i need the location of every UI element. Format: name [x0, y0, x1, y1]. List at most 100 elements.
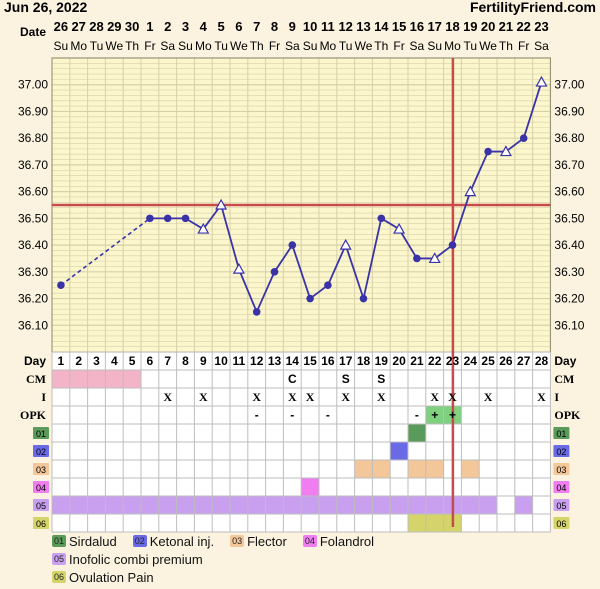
- ytick-label-left: 37.00: [18, 78, 48, 92]
- date-number: 16: [410, 19, 424, 34]
- temperature-point: [393, 222, 406, 234]
- medication-cell: [408, 514, 426, 532]
- cycle-day: 26: [499, 354, 513, 368]
- temperature-point: [339, 238, 352, 250]
- day-label-left: Day: [24, 354, 46, 368]
- row-code-right: 06: [556, 519, 566, 529]
- date-number: 14: [374, 19, 389, 34]
- legend-label: Inofolic combi premium: [69, 551, 203, 567]
- cycle-day: 6: [147, 354, 154, 368]
- cycle-day: 23: [446, 354, 460, 368]
- row-code-badge: [33, 463, 49, 475]
- row-code-right: 04: [556, 483, 566, 493]
- weekday-label: We: [479, 39, 497, 53]
- medication-cell: [265, 496, 284, 514]
- medication-cell: [390, 442, 408, 460]
- medication-cell: [301, 496, 319, 514]
- weekday-label: We: [105, 39, 123, 53]
- weekday-label: Mo: [70, 39, 87, 53]
- weekday-label: Th: [499, 39, 513, 53]
- weekday-label: Su: [178, 39, 193, 53]
- cycle-day: 9: [200, 354, 207, 368]
- temperature-point: [181, 214, 190, 223]
- medication-cell: [319, 496, 337, 514]
- weekday-label: Th: [250, 39, 264, 53]
- cycle-day: 11: [233, 354, 246, 368]
- intercourse-mark: X: [288, 390, 297, 404]
- row-code-badge: [33, 499, 49, 511]
- header-date: Jun 26, 2022: [4, 0, 87, 15]
- weekday-label: Fr: [518, 39, 529, 53]
- legend-label: Sirdalud: [69, 533, 117, 549]
- medication-cell: [408, 460, 426, 478]
- weekday-label: Sa: [534, 39, 549, 53]
- menstruation-cell: [87, 370, 106, 388]
- medication-cell: [283, 496, 302, 514]
- date-number: 8: [271, 19, 278, 34]
- medication-cell: [354, 460, 373, 478]
- legend-label: Flector: [247, 533, 287, 549]
- menstruation-cell: [123, 370, 141, 388]
- cycle-day: 14: [286, 354, 300, 368]
- date-number: 1: [146, 19, 153, 34]
- temperature-point: [252, 308, 261, 316]
- cycle-day: 21: [410, 354, 424, 368]
- intercourse-mark: X: [306, 390, 315, 404]
- temperature-point: [232, 262, 245, 274]
- temperature-line-dashed: [60, 217, 151, 286]
- ytick-label-right: 36.50: [554, 211, 584, 225]
- medication-cell: [141, 496, 159, 514]
- medication-cell: [194, 496, 213, 514]
- date-number: 4: [200, 19, 208, 34]
- legend-item: 06 Ovulation Pain: [52, 569, 154, 586]
- ytick-label-right: 36.60: [554, 185, 584, 199]
- legend-row: 06 Ovulation Pain: [52, 568, 374, 586]
- opk-mark: -: [290, 408, 294, 422]
- row-code-left: 06: [36, 519, 46, 529]
- ytick-label-left: 36.70: [18, 158, 48, 172]
- opk-mark: -: [255, 408, 259, 422]
- row-code-badge: [553, 517, 570, 529]
- cm-mark: S: [342, 372, 350, 386]
- row-code-left: 05: [36, 501, 46, 511]
- temperature-point: [428, 252, 441, 264]
- cycle-day: 8: [182, 354, 189, 368]
- weekday-label: Tu: [339, 39, 353, 53]
- medication-cell: [354, 496, 373, 514]
- cycle-day: 5: [129, 354, 136, 368]
- medication-cell: [425, 460, 444, 478]
- intercourse-mark: X: [341, 390, 350, 404]
- date-number: 30: [125, 19, 139, 34]
- cycle-day: 16: [321, 354, 335, 368]
- weekday-label: Sa: [410, 39, 425, 53]
- cycle-day: 10: [214, 354, 228, 368]
- menstruation-cell: [52, 370, 70, 388]
- row-code-left: 01: [36, 429, 46, 439]
- date-number: 27: [71, 19, 85, 34]
- temperature-point: [413, 254, 421, 263]
- temperature-point: [270, 268, 279, 276]
- row-code-left: 02: [36, 447, 46, 457]
- menstruation-cell: [69, 370, 88, 388]
- temperature-point: [535, 75, 548, 87]
- date-number: 11: [321, 19, 335, 34]
- legend-code: 02: [132, 535, 147, 547]
- medication-cell: [105, 496, 124, 514]
- legend-code: 01: [52, 535, 67, 547]
- weekday-label: Th: [374, 39, 388, 53]
- weekday-label: Mo: [195, 39, 212, 53]
- medication-cell: [301, 478, 319, 496]
- cycle-day: 15: [303, 354, 317, 368]
- cycle-day: 28: [535, 354, 549, 368]
- cycle-day: 3: [93, 354, 100, 368]
- medication-cell: [69, 496, 88, 514]
- cycle-day: 1: [58, 354, 65, 368]
- weekday-label: Mo: [444, 39, 461, 53]
- weekday-label: Fr: [393, 39, 404, 53]
- row-code-badge: [553, 499, 570, 511]
- date-number: 23: [534, 19, 548, 34]
- row-code-badge: [553, 481, 570, 493]
- weekday-label: Sa: [160, 39, 175, 53]
- date-number: 29: [107, 19, 121, 34]
- row-code-badge: [553, 463, 570, 475]
